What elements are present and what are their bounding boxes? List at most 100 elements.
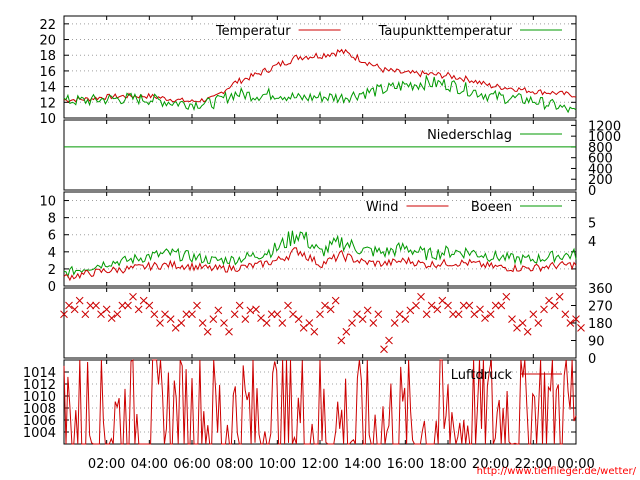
direction-point: [481, 314, 489, 322]
direction-point-stroke: [150, 310, 159, 319]
y-right-tick-label: 400: [588, 162, 613, 177]
direction-point: [486, 310, 495, 319]
direction-point-stroke: [257, 314, 265, 322]
direction-point-stroke: [65, 301, 73, 310]
direction-point: [97, 310, 105, 319]
direction-point-stroke: [401, 315, 410, 323]
direction-point: [209, 315, 218, 323]
direction-point: [107, 314, 116, 322]
legend-label: Niederschlag: [427, 128, 512, 143]
direction-point-stroke: [118, 301, 127, 310]
direction-point: [422, 310, 431, 319]
direction-point-stroke: [438, 296, 447, 305]
direction-point: [502, 292, 511, 301]
legend-label: Luftdruck: [451, 368, 513, 383]
direction-point: [86, 301, 95, 310]
direction-point: [358, 315, 367, 323]
direction-point-stroke: [331, 296, 340, 305]
x-tick-label: 08:00: [216, 457, 253, 472]
direction-point: [513, 324, 521, 332]
direction-point-stroke: [198, 319, 207, 327]
direction-point: [262, 319, 271, 327]
direction-point-stroke: [262, 319, 271, 327]
x-tick-label: 18:00: [429, 457, 466, 472]
direction-point: [390, 319, 399, 327]
y-tick-label: 8: [48, 212, 56, 227]
direction-point-stroke: [235, 301, 244, 310]
direction-point: [156, 319, 164, 327]
credit-url[interactable]: http://www.tiefflieger.de/wetter/: [477, 466, 637, 477]
direction-point-stroke: [241, 315, 250, 323]
y-right-tick-label: 200: [588, 173, 613, 188]
direction-point-stroke: [81, 310, 90, 319]
direction-point: [534, 319, 543, 327]
y-tick-label: 12: [39, 96, 56, 111]
direction-point: [166, 315, 175, 323]
direction-point-stroke: [470, 310, 479, 319]
x-tick-label: 16:00: [387, 457, 424, 472]
direction-point: [124, 301, 132, 310]
series-line-boeen: [63, 230, 577, 279]
direction-point-stroke: [188, 310, 196, 319]
direction-point: [406, 306, 415, 315]
direction-point-stroke: [273, 310, 282, 319]
y-tick-label: 1004: [23, 426, 56, 441]
x-tick-label: 20:00: [472, 457, 509, 472]
direction-point-stroke: [395, 310, 404, 319]
direction-point: [257, 314, 265, 322]
direction-point: [555, 292, 564, 301]
direction-point: [225, 327, 233, 336]
direction-point-stroke: [316, 310, 324, 319]
direction-point: [497, 301, 506, 310]
direction-point-stroke: [380, 345, 388, 354]
direction-point-stroke: [491, 301, 500, 310]
direction-point-stroke: [214, 306, 223, 315]
direction-point-stroke: [518, 319, 527, 327]
x-tick-label: 04:00: [131, 457, 168, 472]
direction-point: [326, 305, 335, 314]
direction-point-stroke: [385, 336, 393, 345]
direction-point: [374, 310, 383, 319]
direction-point: [476, 305, 484, 314]
direction-point-stroke: [561, 310, 570, 319]
direction-point-stroke: [337, 336, 346, 345]
direction-point-stroke: [321, 301, 329, 310]
direction-point-stroke: [406, 306, 415, 315]
y-tick-label: 1006: [23, 414, 56, 429]
direction-point: [337, 336, 346, 345]
direction-point: [459, 301, 468, 310]
direction-point-stroke: [363, 306, 372, 315]
direction-point: [60, 310, 68, 319]
x-tick-label: 06:00: [173, 457, 210, 472]
direction-point: [310, 327, 319, 336]
direction-point: [161, 310, 169, 319]
direction-point-stroke: [124, 301, 132, 310]
direction-point-stroke: [299, 324, 308, 332]
x-tick-label: 12:00: [301, 457, 338, 472]
direction-point-stroke: [326, 305, 335, 314]
direction-point-stroke: [102, 305, 111, 314]
x-tick-label: 10:00: [259, 457, 296, 472]
direction-point: [449, 310, 457, 319]
direction-point: [177, 319, 186, 327]
direction-point-stroke: [220, 319, 228, 327]
direction-point: [102, 305, 111, 314]
y-right-tick-label: 360: [588, 282, 613, 297]
direction-point: [203, 327, 212, 336]
y-right-tick-label: 5: [588, 217, 596, 232]
direction-point-stroke: [75, 296, 84, 305]
y-tick-label: 1008: [23, 402, 56, 417]
legend-label: Boeen: [471, 200, 512, 215]
direction-point-stroke: [358, 315, 367, 323]
direction-point-stroke: [353, 310, 361, 319]
direction-point-stroke: [252, 305, 260, 314]
y-tick-label: 4: [48, 246, 56, 261]
direction-point: [299, 324, 308, 332]
direction-point: [241, 315, 250, 323]
direction-point: [193, 301, 201, 310]
direction-point: [508, 315, 516, 323]
y-tick-label: 0: [48, 280, 56, 295]
direction-point: [75, 296, 84, 305]
y-tick-label: 1010: [23, 390, 56, 405]
direction-point: [465, 301, 474, 310]
